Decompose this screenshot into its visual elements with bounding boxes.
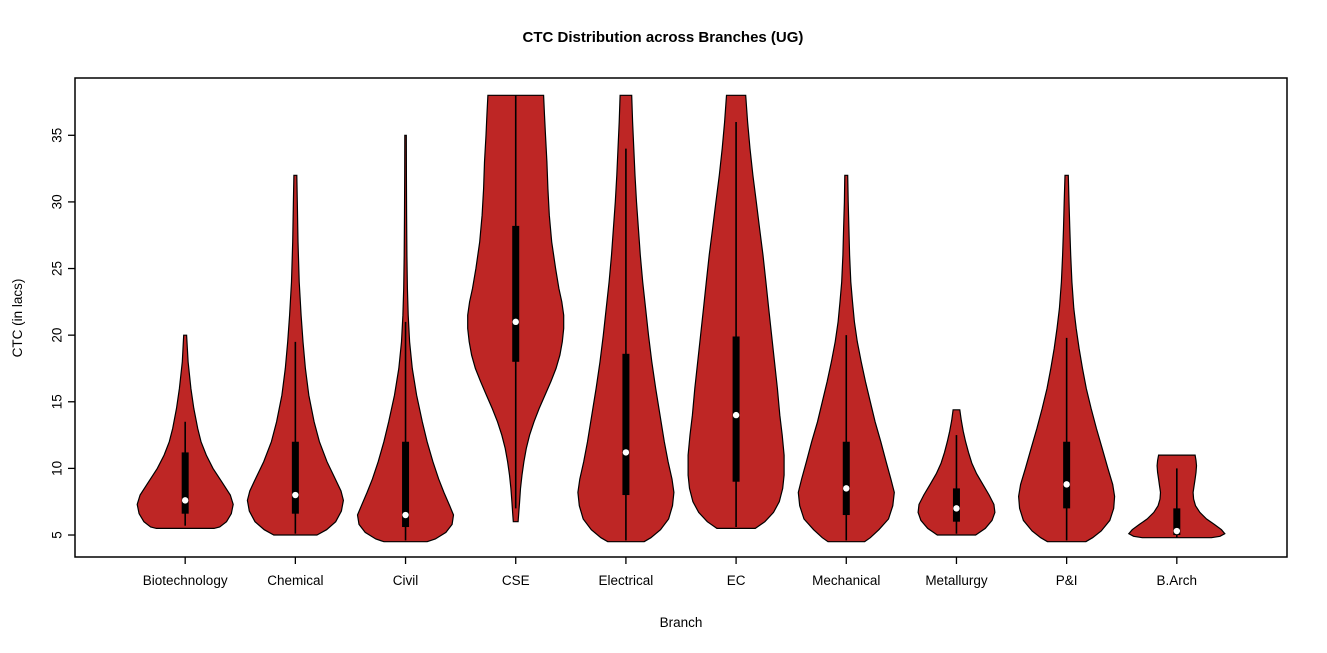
median-dot <box>732 411 740 419</box>
iqr-box <box>1063 441 1071 509</box>
axes-layer: 5 10 15 20 25 30 35 Biotechnology Chemical Civil C… <box>50 77 1288 588</box>
y-tick-label: 35 <box>50 128 65 143</box>
violin-metallurgy <box>917 409 996 536</box>
y-axis-label: CTC (in lacs) <box>10 279 25 358</box>
iqr-box <box>181 452 189 514</box>
violin-chemical <box>246 174 345 536</box>
violin-p-i <box>1017 174 1116 543</box>
x-tick-label: CSE <box>502 573 530 588</box>
median-dot <box>622 449 630 456</box>
y-tick-label: 15 <box>50 394 65 409</box>
y-tick-label: 10 <box>50 461 65 476</box>
median-dot <box>953 505 960 512</box>
violin-b-arch <box>1127 454 1226 539</box>
iqr-box <box>291 441 299 514</box>
median-dot <box>843 485 850 492</box>
violin-civil <box>356 134 455 543</box>
chart-title: CTC Distribution across Branches (UG) <box>523 29 804 46</box>
median-dot <box>512 318 519 326</box>
x-tick-label: Metallurgy <box>925 573 988 588</box>
iqr-box <box>952 488 960 522</box>
x-tick-label: P&I <box>1056 573 1078 588</box>
median-dot <box>1173 527 1181 535</box>
iqr-box <box>512 225 520 362</box>
x-axis-label: Branch <box>660 615 703 630</box>
iqr-box <box>842 441 850 516</box>
x-tick-label: Chemical <box>267 573 323 588</box>
x-tick-label: EC <box>727 573 746 588</box>
x-tick-label: Biotechnology <box>143 573 228 588</box>
violin-cse <box>467 94 565 523</box>
x-tick-label: Electrical <box>599 573 654 588</box>
x-tick-label: Mechanical <box>812 573 880 588</box>
y-tick-label: 25 <box>50 261 65 276</box>
median-dot <box>181 497 189 504</box>
iqr-box <box>622 353 630 496</box>
violins-layer <box>136 94 1226 543</box>
y-tick-label: 5 <box>50 531 65 539</box>
violin-biotechnology <box>136 334 234 529</box>
violin-mechanical <box>797 174 895 543</box>
violin-electrical <box>577 94 675 543</box>
iqr-box <box>1173 508 1181 536</box>
iqr-box <box>402 441 410 528</box>
x-tick-label: B.Arch <box>1157 573 1198 588</box>
median-dot <box>1063 481 1070 488</box>
y-tick-label: 20 <box>50 328 65 343</box>
plot-border <box>74 77 1288 558</box>
median-dot <box>292 491 299 499</box>
median-dot <box>402 511 409 519</box>
iqr-box <box>732 336 740 482</box>
violin-ec <box>687 94 785 529</box>
y-tick-label: 30 <box>50 194 65 209</box>
x-tick-label: Civil <box>393 573 419 588</box>
